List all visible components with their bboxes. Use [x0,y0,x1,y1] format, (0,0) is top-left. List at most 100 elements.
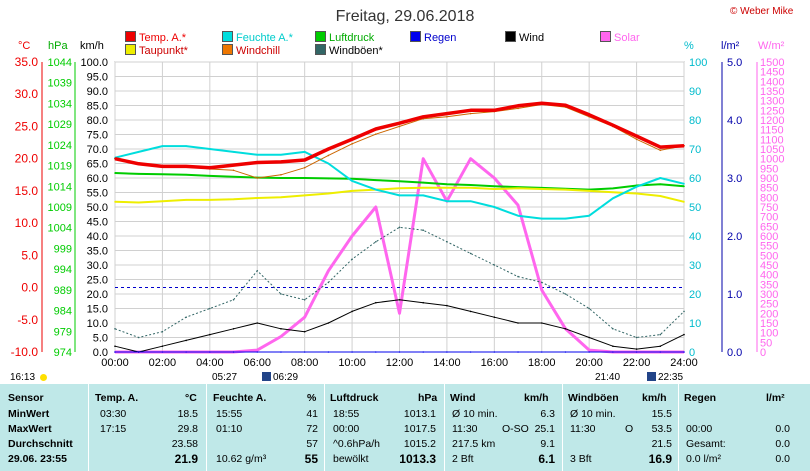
data-point-temp-a [422,115,425,118]
data-point-wind [280,328,282,330]
data-point-taupunkt [185,199,187,201]
x-tick-label: 16:00 [481,357,509,369]
data-point-wind [209,333,211,336]
x-tick-label: 02:00 [149,357,177,369]
pressure-tick-label: 989 [54,285,72,297]
humidity-tick-label: 70 [689,144,701,156]
hdr-sensor: Sensor [8,392,44,404]
data-point-windböen [351,258,353,261]
table-cell-w-val: 9.1 [540,438,555,450]
data-point-windböen [209,307,211,310]
solar-tick-label: 1500 [760,57,784,69]
data-point-wind [683,333,685,336]
data-point-wind [161,345,164,348]
pressure-tick-label: 1024 [48,140,72,152]
table-cell-w-label: 217.5 km [452,438,496,450]
temp-tick-label: 10.0 [15,216,39,230]
data-point-temp-a [280,161,282,163]
data-point-luftdruck [185,173,187,176]
data-point-regen [683,351,685,353]
table-cell-t-val: 29.8 [177,423,198,435]
data-point-temp-a [635,135,638,137]
data-point-feuchte-a [564,217,567,220]
data-point-regen [635,351,638,353]
data-point-regen [517,351,519,353]
humidity-tick-label: 80 [689,115,701,127]
data-point-feuchte-a [209,148,211,150]
table-cell-h-val: 55 [304,452,318,466]
temp-tick-label: -5.0 [17,313,38,327]
table-cell-h-val: 57 [306,438,318,450]
legend-solar: Solar [600,31,640,44]
data-point-luftdruck [280,177,282,179]
solar-tick-label: 1150 [760,125,784,137]
x-tick-label: 06:00 [243,357,271,369]
data-point-temp-a [446,112,448,115]
temp-tick-label: 30.0 [15,87,39,101]
data-point-feuchte-a [635,185,638,188]
data-point-windböen [280,293,282,295]
pressure-tick-label: 1039 [48,78,72,90]
data-point-temp-a [303,159,306,161]
data-point-regen [659,351,662,353]
wind-tick-label: 55.0 [87,188,108,200]
data-point-solar [303,316,306,319]
data-point-feuchte-a [137,151,140,153]
hdr-rain-unit: l/m² [766,392,785,404]
data-point-windchill [256,177,259,179]
data-point-feuchte-a [351,180,353,182]
data-point-taupunkt [137,201,140,204]
rain-tick-label: 4.0 [727,115,742,127]
hdr-wind-unit: km/h [524,392,549,404]
data-point-windchill [374,133,377,135]
data-point-feuchte-a [256,154,259,156]
data-point-temp-a [209,166,211,169]
temp-tick-label: 25.0 [15,119,39,133]
wind-tick-label: 90.0 [87,86,108,98]
data-point-feuchte-a [446,200,448,202]
data-point-luftdruck [469,184,472,186]
data-point-luftdruck [327,177,330,180]
x-tick-label: 08:00 [291,357,319,369]
table-cell-w-val: 6.1 [538,452,555,466]
data-point-taupunkt [351,190,353,192]
data-point-regen [327,351,330,353]
chart-title: Freitag, 29.06.2018 [335,8,475,25]
solar-tick-label: 100 [760,328,778,340]
legend-chill: Windchill [222,44,280,57]
legend-label: Regen [424,32,457,44]
sunrise-time: 05:27 [212,372,238,383]
data-point-windböen [161,330,164,333]
data-point-feuchte-a [161,145,164,147]
data-point-regen [114,351,116,353]
solar-tick-label: 600 [760,231,778,243]
table-cell-label: MinWert [8,408,50,420]
table-cell-p-val: 1015.2 [403,438,436,450]
solar-tick-label: 1350 [760,86,784,98]
humidity-tick-label: 60 [689,173,701,185]
data-point-regen [612,351,614,353]
data-point-taupunkt [517,187,519,190]
data-point-taupunkt [114,201,116,203]
solar-tick-label: 1300 [760,96,784,108]
data-point-wind [303,330,306,333]
data-point-windchill [280,173,282,176]
table-cell-p-val: 1013.1 [403,408,436,420]
data-point-temp-a [612,124,614,126]
chart-axes: 00:00 02:00 04:00 06:00 08:00 10:00 12:00 14:00… [11,55,785,369]
legend-swatch [125,44,136,55]
data-point-taupunkt [493,188,496,190]
data-point-luftdruck [351,178,353,180]
table-cell-t-val: 18.5 [177,408,198,420]
table-cell-h-val: 41 [306,408,318,420]
table-cell-w-dir: O-SO [502,423,529,435]
data-point-wind [635,348,638,350]
humidity-tick-label: 10 [689,318,701,330]
data-point-temp-a [327,148,330,150]
data-point-solar [422,157,425,160]
data-point-windböen [398,226,401,229]
data-point-wind [351,310,353,313]
data-point-regen [398,351,401,353]
humidity-tick-label: 0 [689,347,695,359]
legend-temp: Temp. A.* [125,31,186,44]
